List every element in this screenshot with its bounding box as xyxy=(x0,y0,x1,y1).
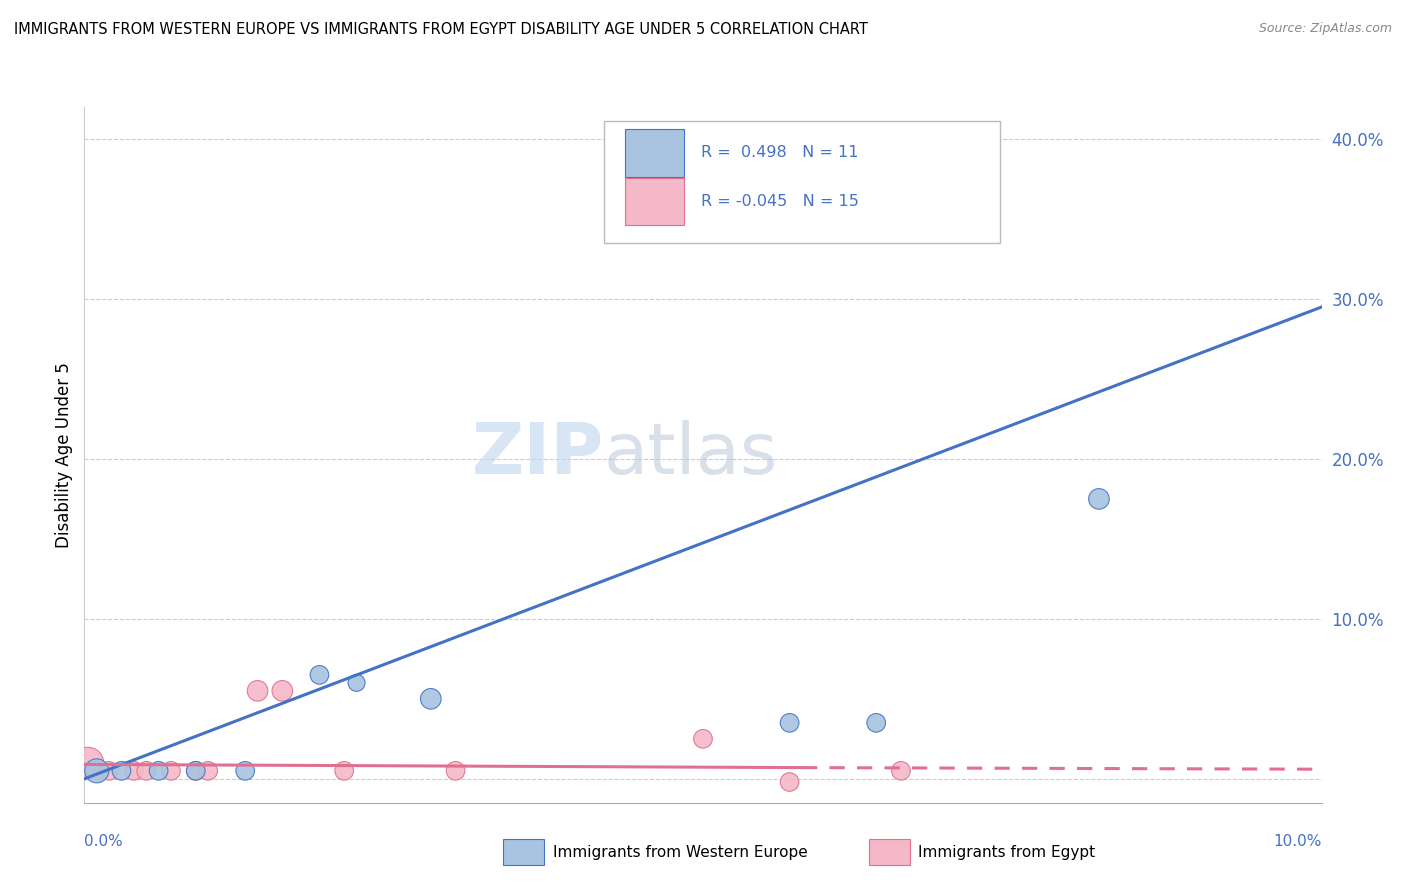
Point xyxy=(160,764,183,778)
Point xyxy=(444,764,467,778)
Text: 10.0%: 10.0% xyxy=(1274,834,1322,849)
Point xyxy=(122,764,145,778)
Point xyxy=(98,764,121,778)
Text: Immigrants from Western Europe: Immigrants from Western Europe xyxy=(553,846,807,860)
Point xyxy=(308,668,330,682)
Point xyxy=(184,764,207,778)
Point xyxy=(197,764,219,778)
Point xyxy=(890,764,912,778)
Point xyxy=(135,764,157,778)
Point xyxy=(77,756,100,770)
Point xyxy=(246,683,269,698)
Text: ZIP: ZIP xyxy=(472,420,605,490)
Text: 0.0%: 0.0% xyxy=(84,834,124,849)
Text: Immigrants from Egypt: Immigrants from Egypt xyxy=(918,846,1095,860)
FancyBboxPatch shape xyxy=(605,121,1000,243)
Point xyxy=(86,764,108,778)
Point xyxy=(779,715,801,730)
FancyBboxPatch shape xyxy=(626,129,685,177)
Point xyxy=(1088,491,1111,506)
Point xyxy=(233,764,256,778)
Point xyxy=(779,775,801,789)
Point xyxy=(86,764,108,778)
Point xyxy=(865,715,887,730)
Text: Source: ZipAtlas.com: Source: ZipAtlas.com xyxy=(1258,22,1392,36)
Text: atlas: atlas xyxy=(605,420,779,490)
Point xyxy=(346,676,368,690)
Y-axis label: Disability Age Under 5: Disability Age Under 5 xyxy=(55,362,73,548)
Point xyxy=(419,691,441,706)
Point xyxy=(692,731,714,746)
Point xyxy=(148,764,170,778)
Point xyxy=(271,683,294,698)
Point xyxy=(184,764,207,778)
Text: IMMIGRANTS FROM WESTERN EUROPE VS IMMIGRANTS FROM EGYPT DISABILITY AGE UNDER 5 C: IMMIGRANTS FROM WESTERN EUROPE VS IMMIGR… xyxy=(14,22,868,37)
Point xyxy=(110,764,132,778)
FancyBboxPatch shape xyxy=(626,178,685,226)
Point xyxy=(333,764,356,778)
Text: R = -0.045   N = 15: R = -0.045 N = 15 xyxy=(700,194,859,209)
Text: R =  0.498   N = 11: R = 0.498 N = 11 xyxy=(700,145,858,161)
